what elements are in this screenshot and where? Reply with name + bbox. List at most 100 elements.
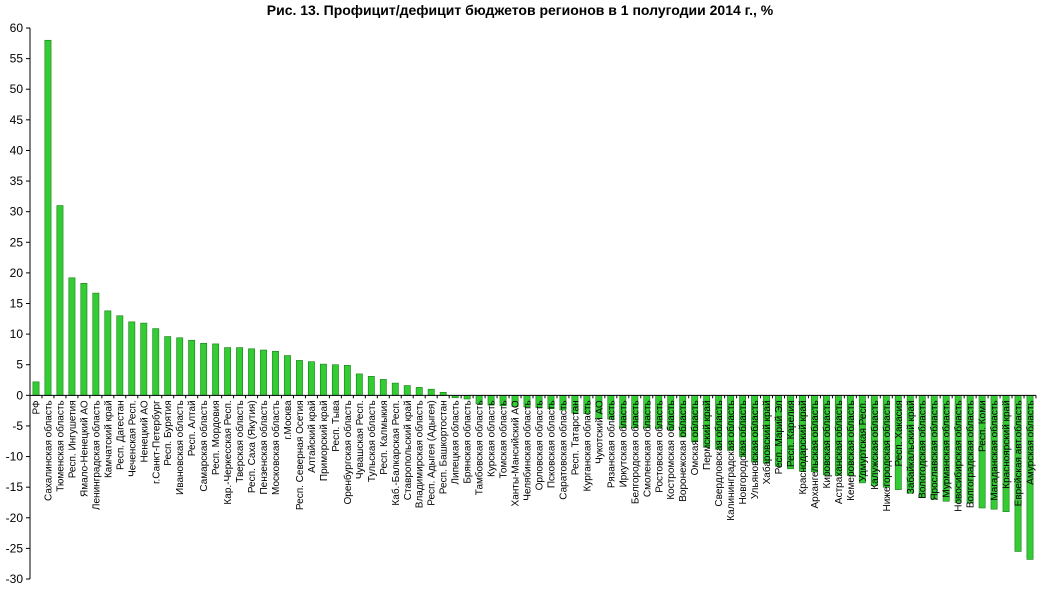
x-category-label: Белгородская область bbox=[629, 400, 641, 504]
x-category-label: Ивановская область bbox=[174, 400, 186, 495]
bar bbox=[284, 355, 291, 396]
bar bbox=[403, 385, 411, 396]
y-tick-label: 5 bbox=[16, 358, 23, 372]
x-category-label: Респ. Тыва bbox=[331, 400, 342, 452]
bar bbox=[248, 348, 255, 396]
y-tick-label: 50 bbox=[10, 82, 24, 96]
x-category-label: Смоленская область bbox=[641, 400, 653, 497]
bar bbox=[200, 342, 208, 396]
bar bbox=[296, 360, 303, 396]
x-category-label: Брянская область bbox=[462, 400, 474, 483]
x-category-label: Удмуртская Респ. bbox=[858, 400, 869, 481]
bar bbox=[367, 376, 375, 396]
bar bbox=[212, 343, 220, 396]
bar bbox=[391, 382, 399, 396]
chart-title: Рис. 13. Профицит/дефицит бюджетов регио… bbox=[266, 2, 774, 18]
x-category-label: Калужская область bbox=[869, 400, 881, 489]
x-category-label: Свердловская область bbox=[713, 400, 725, 506]
y-tick-label: 40 bbox=[10, 143, 24, 157]
x-category-label: Ханты-Мансийский АО bbox=[511, 400, 522, 506]
y-tick-label: 30 bbox=[10, 205, 24, 219]
x-category-label: Челябинская область bbox=[522, 400, 534, 500]
y-tick-label: -10 bbox=[6, 450, 24, 464]
bar bbox=[463, 395, 471, 400]
bar bbox=[140, 322, 148, 396]
x-category-label: Пермский край bbox=[702, 400, 713, 470]
x-category-label: Кар.-Черкесская Респ. bbox=[223, 400, 234, 504]
bar bbox=[224, 347, 232, 396]
x-category-label: Хабаровский край bbox=[761, 400, 773, 484]
x-category-label: Самарская область bbox=[198, 400, 210, 491]
x-category-label: Ленинградская область bbox=[90, 400, 102, 510]
x-category-label: Пензенская область bbox=[258, 400, 270, 494]
x-category-label: Респ. Карелия bbox=[786, 400, 797, 467]
x-category-label: Ярославская область bbox=[929, 400, 941, 500]
y-tick-label: -5 bbox=[12, 419, 23, 433]
bar bbox=[355, 373, 363, 396]
x-category-label: Респ. Татарстан bbox=[570, 400, 581, 475]
x-category-label: Новгородская область bbox=[737, 400, 749, 504]
bar bbox=[128, 321, 136, 396]
x-category-label: Респ. Мордовия bbox=[211, 400, 222, 475]
y-tick-label: 20 bbox=[10, 266, 24, 280]
x-category-label: Тульская область bbox=[366, 400, 378, 482]
bar bbox=[415, 387, 423, 396]
x-category-label: Респ. Башкортостан bbox=[439, 400, 450, 494]
x-category-label: Алтайский край bbox=[307, 400, 318, 473]
x-category-label: г.Санкт-Петербург bbox=[150, 400, 162, 484]
x-category-label: Респ. Саха (Якутия) bbox=[247, 400, 258, 493]
x-category-label: Рязанская область bbox=[605, 400, 617, 488]
x-category-label: Липецкая область bbox=[450, 400, 462, 484]
bar bbox=[92, 292, 100, 396]
x-category-label: Приморский край bbox=[319, 400, 330, 481]
bar bbox=[308, 361, 315, 396]
x-category-label: Респ. Бурятия bbox=[163, 400, 174, 465]
x-category-label: Респ. Дагестан bbox=[115, 400, 126, 470]
x-category-label: Респ. Калмыкия bbox=[379, 400, 390, 474]
x-category-label: Амурская область bbox=[1025, 400, 1037, 484]
x-category-label: Респ. Хакасия bbox=[894, 400, 905, 466]
x-category-label: Вологодская область bbox=[917, 400, 929, 499]
x-category-label: г.Москва bbox=[283, 400, 294, 440]
x-category-label: Забайкальский край bbox=[905, 400, 917, 494]
bar bbox=[331, 364, 339, 396]
bar bbox=[188, 339, 196, 396]
x-category-label: Чеченская Респ. bbox=[127, 400, 138, 477]
x-category-label: Респ. Ингушетия bbox=[67, 400, 78, 478]
x-category-label: Курская область bbox=[486, 400, 498, 477]
x-category-label: Саратовская область bbox=[557, 400, 569, 499]
x-category-label: Волгоградская область bbox=[965, 400, 977, 508]
y-tick-label: -20 bbox=[6, 511, 24, 525]
x-category-label: Ставропольский край bbox=[403, 400, 414, 500]
y-axis: 605550454035302520151050-5-10-15-20-25-3… bbox=[6, 21, 30, 586]
bar bbox=[427, 388, 435, 396]
x-category-label: Краснодарский край bbox=[798, 400, 809, 494]
bar bbox=[152, 328, 160, 396]
y-tick-label: 60 bbox=[10, 21, 24, 35]
x-category-label: Орловская область bbox=[533, 400, 545, 490]
x-category-label: Ульяновская область bbox=[749, 400, 761, 499]
x-category-label: Тамбовская область bbox=[474, 400, 486, 495]
x-category-label: Кемеровская область bbox=[845, 400, 857, 501]
x-category-label: Астраханская область bbox=[833, 400, 845, 504]
x-category-label: Курганская область bbox=[581, 400, 593, 491]
x-category-label: Мурманская область bbox=[941, 400, 953, 497]
x-category-label: Московская область bbox=[270, 400, 282, 495]
y-tick-label: 35 bbox=[10, 174, 24, 188]
x-category-label: Чувашская Респ. bbox=[355, 400, 366, 479]
bar bbox=[272, 350, 279, 396]
y-tick-label: 55 bbox=[10, 52, 24, 66]
x-category-label: Новосибирская область bbox=[953, 400, 965, 511]
x-category-label: Магаданская область bbox=[989, 400, 1001, 500]
x-axis-labels: РФ Сахалинская область Тюменская область Ре… bbox=[31, 400, 1036, 521]
x-category-label: Респ. Адыгея (Адыгея) bbox=[427, 400, 438, 505]
bar bbox=[379, 379, 387, 396]
x-category-label: Архангельская область bbox=[809, 400, 821, 508]
bar bbox=[68, 277, 76, 396]
x-category-label: Респ. Марий Эл bbox=[774, 400, 785, 474]
x-category-label: Красноярский край bbox=[1002, 400, 1013, 488]
y-tick-label: 45 bbox=[10, 113, 24, 127]
y-tick-label: 15 bbox=[10, 297, 24, 311]
bar bbox=[176, 337, 184, 396]
x-category-label: Владимирская область bbox=[414, 400, 426, 508]
